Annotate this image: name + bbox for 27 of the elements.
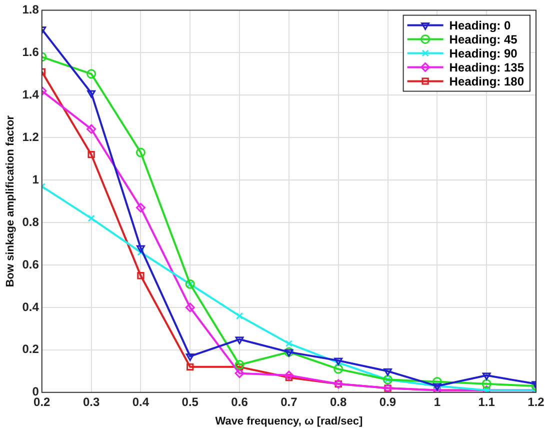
- x-tick-label: 0.4: [132, 394, 150, 409]
- y-tick-label: 0: [32, 384, 40, 399]
- x-tick-label: 0.3: [82, 394, 100, 409]
- x-tick-label: 1: [434, 394, 441, 409]
- y-tick-label: 0.8: [22, 214, 40, 229]
- x-axis-title: Wave frequency, ω [rad/sec]: [215, 415, 364, 428]
- legend-label: Heading: 180: [449, 74, 524, 89]
- y-axis-title: Bow sinkage amplification factor: [4, 114, 17, 288]
- y-tick-label: 0.2: [22, 342, 40, 356]
- x-tick-label: 0.8: [330, 394, 348, 409]
- legend-label: Heading: 135: [449, 60, 524, 75]
- y-tick-label: 1: [32, 172, 40, 186]
- x-tick-label: 0.7: [280, 394, 298, 409]
- legend-label: Heading: 90: [449, 46, 518, 61]
- y-tick-label: 1.2: [22, 130, 40, 144]
- x-tick-label: 0.6: [231, 394, 248, 409]
- x-tick-label: 0.9: [379, 394, 396, 409]
- y-tick-label: 1.8: [22, 2, 40, 17]
- y-tick-label: 0.4: [22, 300, 40, 314]
- y-tick-label: 1.6: [22, 44, 40, 59]
- y-tick-label: 1.4: [22, 87, 40, 102]
- legend-label: Heading: 0: [449, 18, 511, 33]
- x-tick-label: 1.2: [528, 394, 545, 409]
- x-tick-label: 1.1: [478, 394, 496, 409]
- x-tick-label: 0.5: [182, 394, 199, 409]
- legend-label: Heading: 45: [449, 32, 518, 47]
- y-tick-label: 0.6: [22, 257, 40, 272]
